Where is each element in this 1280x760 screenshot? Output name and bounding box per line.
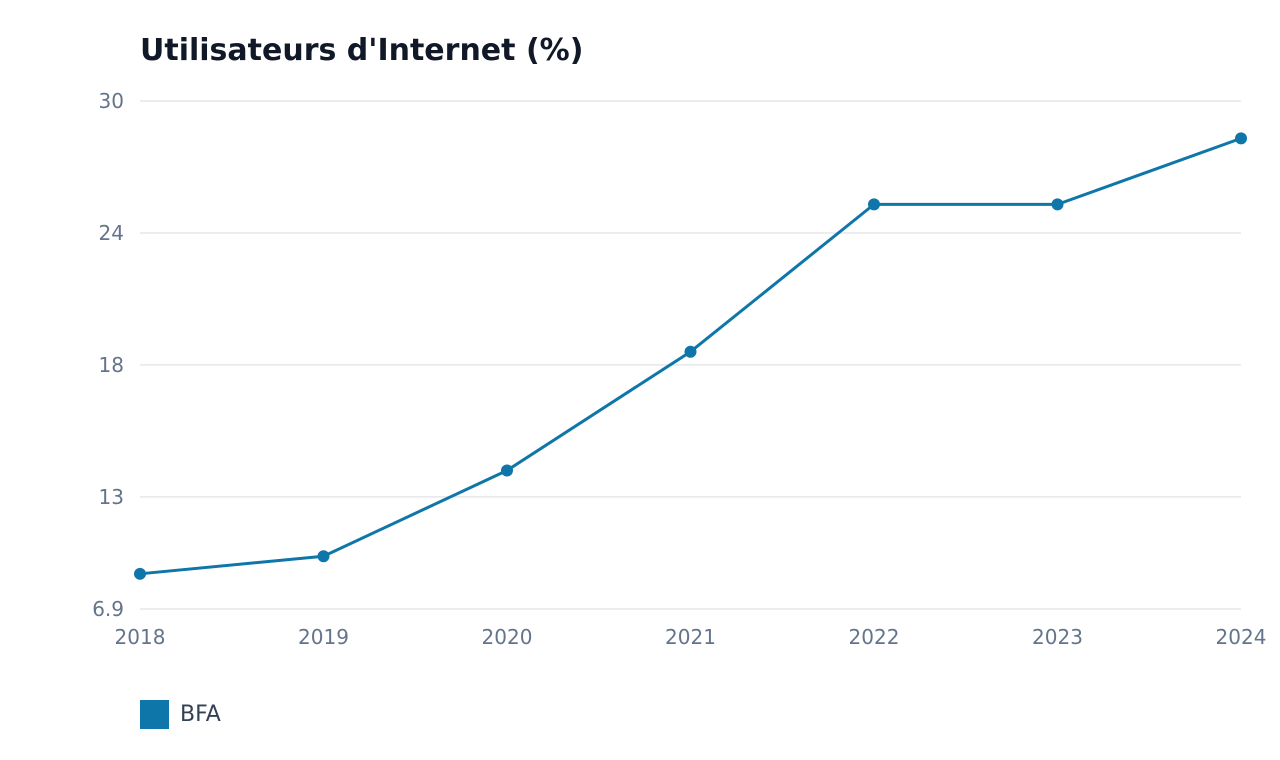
chart-title: Utilisateurs d'Internet (%) — [140, 33, 584, 68]
gridlines — [140, 100, 1241, 610]
x-tick-label: 2018 — [115, 625, 166, 649]
data-point — [134, 567, 146, 580]
data-point — [684, 345, 697, 358]
y-tick-label: 18 — [99, 353, 124, 377]
x-tick-label: 2023 — [1032, 625, 1083, 649]
legend-swatch-bfa — [140, 700, 169, 729]
data-point — [501, 464, 513, 477]
x-tick-label: 2020 — [482, 625, 533, 649]
y-tick-label: 30 — [99, 89, 124, 113]
data-point — [317, 550, 330, 563]
y-axis-ticks: 30 24 18 13 6.9 — [92, 89, 124, 621]
y-tick-label: 13 — [99, 485, 124, 509]
legend: BFA — [140, 700, 221, 729]
x-axis-ticks: 2018 2019 2020 2021 2022 2023 2024 — [115, 625, 1267, 649]
x-tick-label: 2019 — [298, 625, 349, 649]
data-point — [868, 198, 880, 211]
data-point — [1235, 132, 1247, 145]
x-tick-label: 2021 — [665, 625, 716, 649]
series-points — [134, 132, 1247, 580]
x-tick-label: 2022 — [849, 625, 900, 649]
y-tick-label: 24 — [99, 221, 124, 245]
y-tick-label: 6.9 — [92, 597, 124, 621]
data-point — [1051, 198, 1064, 211]
x-tick-label: 2024 — [1216, 625, 1267, 649]
legend-label-bfa: BFA — [180, 702, 221, 727]
